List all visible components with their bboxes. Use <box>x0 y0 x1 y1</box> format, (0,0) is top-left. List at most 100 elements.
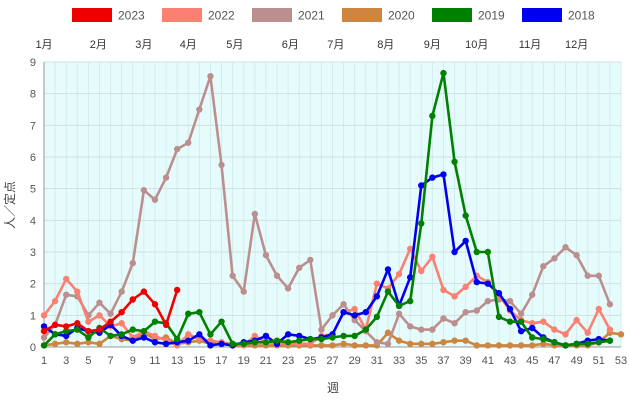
data-point <box>62 323 70 330</box>
y-tick-label: 5 <box>30 184 36 196</box>
data-point <box>273 272 281 279</box>
data-point <box>162 340 170 348</box>
x-tick-label: 21 <box>260 355 272 367</box>
legend-item-2021[interactable]: 2021 <box>252 8 325 23</box>
data-point <box>51 297 59 305</box>
legend-item-2018[interactable]: 2018 <box>522 8 595 23</box>
data-point <box>418 220 425 227</box>
data-point <box>529 334 536 341</box>
data-point <box>96 299 103 306</box>
legend-label: 2020 <box>388 9 415 23</box>
data-point <box>617 331 625 338</box>
data-point <box>107 310 114 317</box>
data-point <box>118 331 125 338</box>
data-point <box>318 326 325 333</box>
data-point <box>107 318 114 325</box>
data-point <box>351 332 358 340</box>
data-point <box>74 326 81 333</box>
data-point <box>218 340 225 348</box>
data-point <box>384 288 392 295</box>
data-point <box>118 308 125 316</box>
x-tick-label: 27 <box>326 355 338 367</box>
data-point <box>517 327 525 335</box>
data-point <box>85 327 92 335</box>
data-point <box>40 323 48 330</box>
data-point <box>118 320 125 327</box>
data-point <box>406 245 414 253</box>
data-point <box>185 139 192 146</box>
data-point <box>418 182 425 189</box>
data-point <box>540 263 547 270</box>
data-point <box>551 255 558 262</box>
month-label: 9月 <box>424 39 441 51</box>
month-label: 7月 <box>327 39 344 51</box>
data-point <box>406 323 414 330</box>
data-point <box>395 302 403 310</box>
series-lines <box>40 69 625 349</box>
data-point <box>229 340 236 348</box>
data-point <box>296 332 303 340</box>
data-point <box>329 312 336 319</box>
data-point <box>129 296 136 303</box>
data-point <box>529 324 536 332</box>
data-point <box>517 310 525 317</box>
x-tick-label: 45 <box>526 355 538 367</box>
data-point <box>51 340 59 348</box>
data-point <box>373 293 381 300</box>
data-point <box>351 342 358 349</box>
data-point <box>440 339 447 346</box>
data-point <box>462 283 469 291</box>
data-point <box>173 335 181 343</box>
data-point <box>51 331 59 338</box>
y-tick-label: 8 <box>30 89 36 101</box>
x-axis-title: 週 <box>327 381 339 395</box>
data-point <box>395 310 403 317</box>
x-tick-label: 53 <box>615 355 627 367</box>
data-point <box>484 297 492 305</box>
data-point <box>462 308 469 316</box>
data-point <box>140 334 148 341</box>
data-point <box>62 327 70 335</box>
data-point <box>262 251 270 259</box>
x-tick-label: 49 <box>570 355 582 367</box>
data-point <box>362 308 369 316</box>
month-label: 6月 <box>282 39 299 51</box>
data-point <box>318 342 325 349</box>
data-point <box>329 342 336 349</box>
y-tick-label: 9 <box>30 57 36 69</box>
x-tick-label: 23 <box>282 355 294 367</box>
y-tick-label: 1 <box>30 310 36 322</box>
data-point <box>440 171 447 178</box>
data-point <box>74 288 81 295</box>
data-point <box>229 272 236 279</box>
data-point <box>517 318 525 325</box>
data-point <box>584 272 591 279</box>
data-point <box>573 316 580 324</box>
legend-item-2023[interactable]: 2023 <box>72 8 145 23</box>
data-point <box>451 248 458 256</box>
data-point <box>418 267 425 275</box>
data-point <box>395 337 403 344</box>
data-point <box>251 210 259 218</box>
legend-swatch <box>432 8 472 22</box>
data-point <box>440 69 447 77</box>
month-label: 12月 <box>565 39 588 51</box>
legend-item-2022[interactable]: 2022 <box>162 8 235 23</box>
legend-item-2020[interactable]: 2020 <box>342 8 415 23</box>
data-point <box>595 272 603 279</box>
data-point <box>151 332 159 340</box>
month-label: 2月 <box>90 39 107 51</box>
y-tick-label: 0 <box>30 342 36 354</box>
data-point <box>506 318 514 325</box>
legend-swatch <box>162 8 202 22</box>
data-point <box>62 332 70 340</box>
data-point <box>251 339 259 346</box>
month-label: 1月 <box>35 39 52 51</box>
data-point <box>273 337 281 344</box>
month-label: 4月 <box>180 39 197 51</box>
data-point <box>96 312 103 319</box>
data-point <box>606 337 614 344</box>
legend-item-2019[interactable]: 2019 <box>432 8 505 23</box>
data-point <box>284 331 292 338</box>
